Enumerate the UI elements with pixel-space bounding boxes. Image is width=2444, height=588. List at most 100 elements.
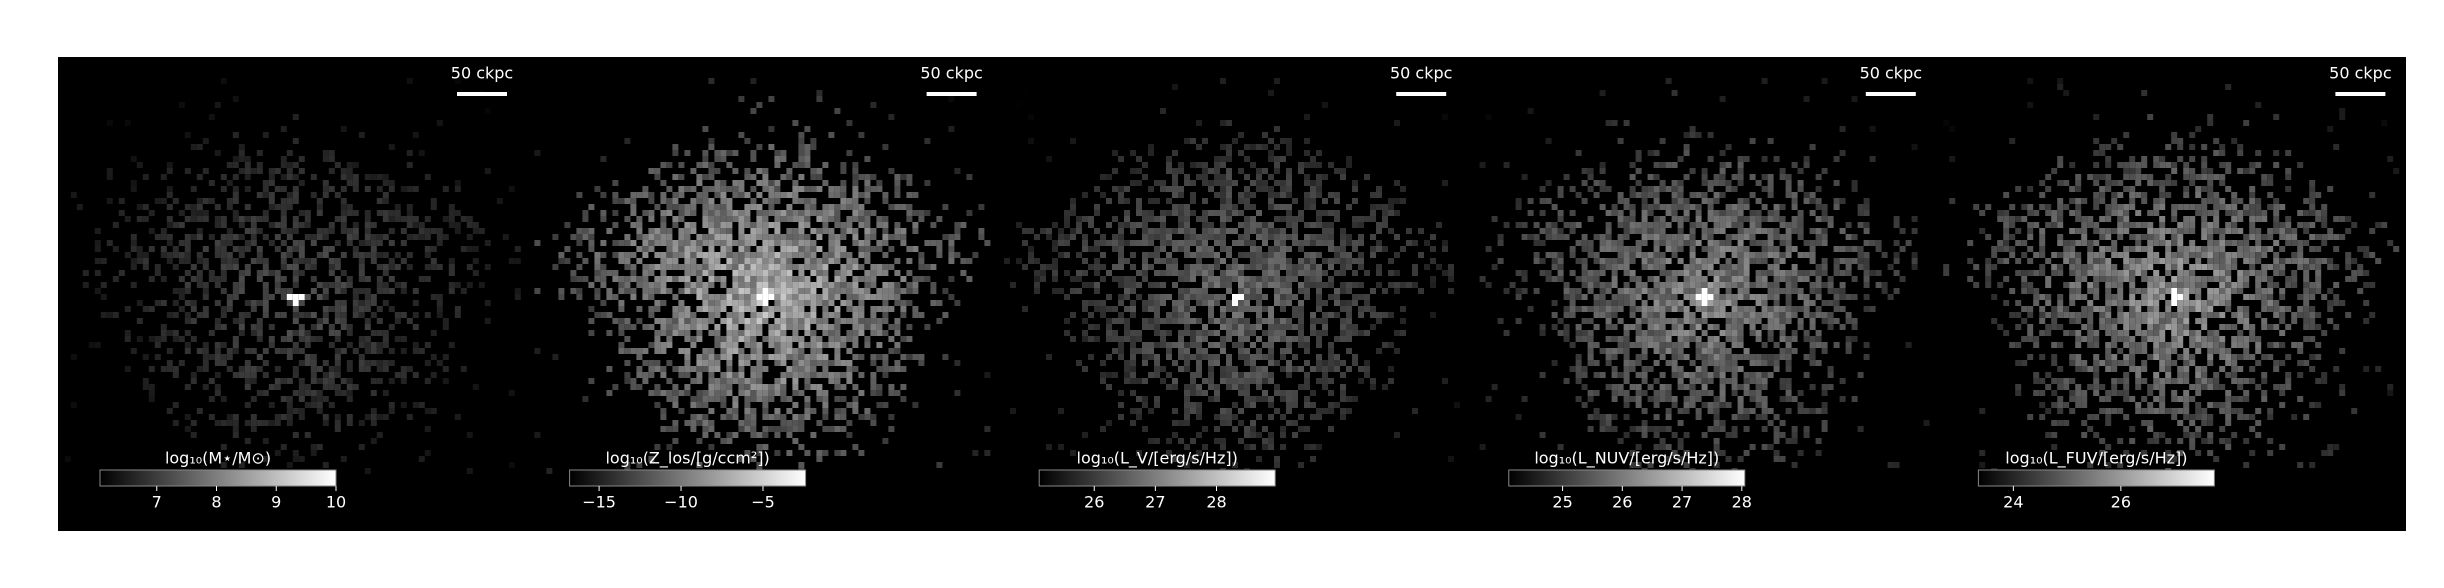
pixel [786,264,792,270]
pixel [1516,414,1522,420]
pixel [1708,378,1714,384]
pixel [624,276,630,282]
pixel [1666,78,1672,84]
pixel [1232,228,1238,234]
pixel [1124,240,1130,246]
pixel [618,330,624,336]
pixel [882,402,888,408]
pixel [1148,252,1154,258]
pixel [1142,354,1148,360]
pixel [389,240,395,246]
pixel [1394,180,1400,186]
pixel [1130,228,1136,234]
pixel [750,186,756,192]
pixel [702,186,708,192]
pixel [299,180,305,186]
pixel [1196,270,1202,276]
pixel [233,372,239,378]
pixel [185,282,191,288]
pixel [672,264,678,270]
pixel [1624,246,1630,252]
pixel [1534,252,1540,258]
pixel [708,240,714,246]
pixel [1238,264,1244,270]
pixel [1160,186,1166,192]
pixel [1606,360,1612,366]
pixel [558,252,564,258]
pixel [1232,384,1238,390]
pixel [1250,402,1256,408]
pixel [738,252,744,258]
pixel [762,408,768,414]
pixel [233,210,239,216]
pixel [281,378,287,384]
pixel [1262,252,1268,258]
pixel [690,210,696,216]
pixel [1588,282,1594,288]
pixel [1708,270,1714,276]
pixel [648,390,654,396]
pixel [509,186,515,192]
pixel [299,294,305,300]
pixel [1504,222,1510,228]
pixel [732,186,738,192]
pixel [780,240,786,246]
pixel [1612,348,1618,354]
pixel [275,222,281,228]
pixel [1226,198,1232,204]
pixel [894,234,900,240]
pixel [1052,264,1058,270]
pixel [1648,258,1654,264]
pixel [1726,402,1732,408]
pixel [858,300,864,306]
pixel [1154,246,1160,252]
pixel [1238,306,1244,312]
pixel [828,288,834,294]
pixel [1244,144,1250,150]
pixel [624,360,630,366]
pixel [323,228,329,234]
pixel [347,396,353,402]
pixel [1738,222,1744,228]
pixel [1280,204,1286,210]
pixel [515,246,521,252]
pixel [654,390,660,396]
pixel [1304,384,1310,390]
pixel [1316,186,1322,192]
pixel [948,246,954,252]
pixel [720,396,726,402]
pixel [894,222,900,228]
pixel [816,420,822,426]
pixel [1250,144,1256,150]
colorbar-tick-label: 10 [326,493,346,512]
pixel [1220,276,1226,282]
pixel [816,300,822,306]
pixel [804,126,810,132]
pixel [1070,276,1076,282]
pixel [1166,198,1172,204]
pixel [1232,402,1238,408]
pixel [1642,210,1648,216]
pixel [347,342,353,348]
pixel [1376,282,1382,288]
pixel [732,342,738,348]
pixel [1232,342,1238,348]
pixel [341,198,347,204]
pixel [1214,438,1220,444]
pixel [708,318,714,324]
pixel [1370,210,1376,216]
pixel [678,264,684,270]
pixel [359,264,365,270]
pixel [792,294,798,300]
pixel [1172,408,1178,414]
pixel [281,186,287,192]
scale-bar-label: 50 ckpc [451,64,513,83]
pixel [942,312,948,318]
pixel [1322,282,1328,288]
pixel [1720,192,1726,198]
pixel [1726,294,1732,300]
pixel [744,318,750,324]
pixel [708,144,714,150]
pixel [1076,222,1082,228]
pixel [1424,264,1430,270]
